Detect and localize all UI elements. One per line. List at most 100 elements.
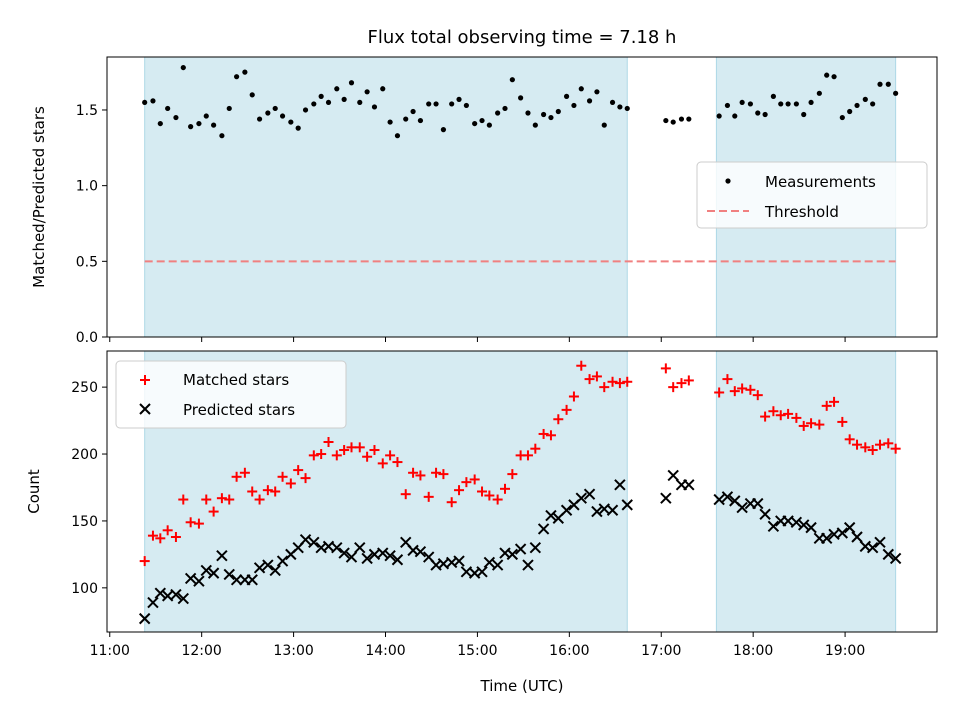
data-point bbox=[154, 587, 167, 599]
data-point bbox=[755, 110, 761, 116]
data-point bbox=[165, 105, 171, 112]
data-point bbox=[454, 485, 465, 496]
marker-stroke bbox=[874, 536, 886, 549]
legend-label: Threshold bbox=[764, 203, 839, 221]
data-point bbox=[890, 443, 901, 454]
data-point bbox=[563, 93, 570, 99]
data-point bbox=[230, 574, 243, 586]
data-point bbox=[426, 101, 432, 107]
x-tick-label: 15:00 bbox=[457, 643, 497, 659]
marker-stroke bbox=[805, 521, 817, 534]
data-point bbox=[851, 531, 863, 543]
data-point bbox=[575, 492, 587, 504]
data-point bbox=[331, 541, 343, 554]
data-point bbox=[829, 396, 840, 407]
data-point bbox=[584, 374, 595, 385]
data-point bbox=[724, 102, 731, 109]
data-point bbox=[147, 596, 159, 609]
data-point bbox=[721, 491, 734, 503]
marker-stroke bbox=[345, 551, 358, 563]
data-point bbox=[522, 559, 534, 571]
data-point bbox=[403, 116, 409, 122]
data-point bbox=[461, 477, 472, 488]
data-point bbox=[242, 69, 248, 75]
marker-stroke bbox=[537, 523, 550, 535]
marker-stroke bbox=[315, 541, 327, 554]
data-point bbox=[193, 575, 205, 587]
data-point bbox=[438, 469, 449, 480]
data-point bbox=[201, 494, 212, 505]
marker-stroke bbox=[759, 508, 771, 520]
data-point bbox=[667, 469, 679, 482]
data-point bbox=[736, 501, 748, 514]
data-point bbox=[522, 450, 533, 461]
data-point bbox=[285, 478, 296, 489]
data-point bbox=[387, 119, 393, 125]
marker-stroke bbox=[468, 567, 481, 579]
data-point bbox=[384, 550, 396, 562]
data-point bbox=[601, 122, 607, 128]
data-point bbox=[247, 486, 258, 497]
data-point bbox=[157, 120, 163, 127]
data-point bbox=[224, 494, 235, 505]
data-point bbox=[883, 438, 894, 449]
y-tick-label: 0.5 bbox=[76, 254, 98, 270]
data-point bbox=[155, 533, 166, 544]
marker-stroke bbox=[368, 548, 381, 561]
data-point bbox=[334, 86, 340, 92]
data-point bbox=[256, 116, 263, 122]
data-point bbox=[824, 72, 830, 78]
data-point bbox=[177, 592, 189, 605]
data-point bbox=[354, 442, 365, 453]
data-point bbox=[716, 113, 722, 119]
marker-stroke bbox=[207, 567, 220, 579]
data-point bbox=[553, 414, 564, 425]
plot-frame bbox=[106, 350, 938, 633]
top-panel: 0.0 0.5 1.0 1.5 Matched/Predicted stars Measu… bbox=[30, 56, 938, 346]
data-point bbox=[714, 387, 725, 398]
data-point bbox=[621, 499, 633, 511]
x-axis-label: Time (UTC) bbox=[480, 677, 564, 695]
marker-stroke bbox=[253, 562, 266, 574]
data-point bbox=[875, 439, 886, 450]
data-point bbox=[752, 497, 764, 510]
data-point bbox=[193, 518, 204, 529]
data-point bbox=[323, 436, 334, 447]
marker-stroke bbox=[400, 536, 412, 549]
marker-stroke bbox=[767, 520, 780, 532]
data-point bbox=[249, 92, 255, 98]
data-point bbox=[759, 508, 771, 520]
data-point bbox=[200, 564, 212, 577]
marker-stroke bbox=[729, 495, 741, 507]
data-point bbox=[211, 122, 217, 128]
data-point bbox=[676, 378, 687, 389]
data-point bbox=[867, 445, 878, 456]
data-point bbox=[571, 102, 577, 109]
data-point bbox=[270, 486, 281, 497]
data-point bbox=[184, 572, 197, 585]
marker-stroke bbox=[820, 532, 833, 545]
data-point bbox=[816, 90, 822, 96]
bottom-panel: 100 150 200 250 11:00 12:00 13:00 14:00 15:00 16:… bbox=[25, 350, 938, 659]
marker-stroke bbox=[522, 559, 534, 571]
data-point bbox=[338, 547, 350, 559]
data-point bbox=[417, 117, 424, 124]
data-point bbox=[269, 564, 281, 577]
data-point bbox=[476, 566, 488, 578]
data-point bbox=[499, 483, 510, 494]
x-tick-label: 19:00 bbox=[825, 643, 865, 659]
data-point bbox=[246, 574, 258, 586]
marker-stroke bbox=[667, 469, 679, 482]
x-tick-label: 13:00 bbox=[273, 643, 313, 659]
data-point bbox=[607, 376, 618, 387]
data-point bbox=[502, 105, 508, 112]
data-point bbox=[545, 430, 556, 441]
x-tick-label: 17:00 bbox=[641, 643, 681, 659]
data-point bbox=[622, 376, 633, 387]
data-point bbox=[798, 420, 809, 431]
data-point bbox=[362, 451, 373, 462]
data-point bbox=[162, 525, 173, 536]
legend-marker-matched bbox=[140, 375, 150, 385]
marker-stroke bbox=[361, 552, 373, 565]
marker-stroke bbox=[851, 531, 863, 543]
